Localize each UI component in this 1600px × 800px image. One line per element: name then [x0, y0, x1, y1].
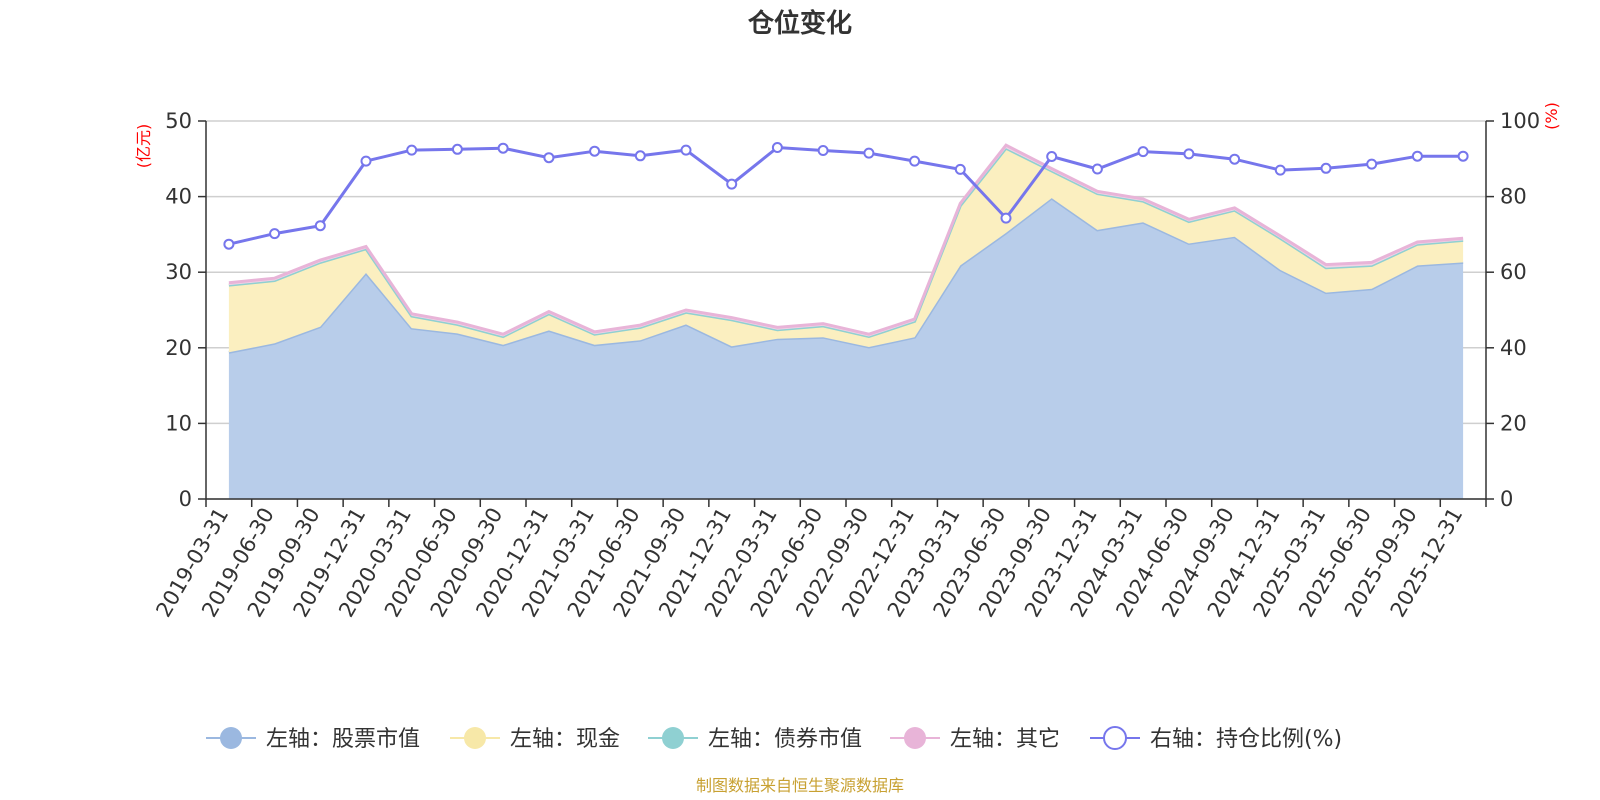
y-right-tick-label: 0 — [1500, 487, 1513, 511]
holding-ratio-series — [223, 142, 1469, 250]
y-right-tick-label: 20 — [1500, 411, 1527, 435]
ratio-point — [589, 145, 601, 157]
ratio-point — [1457, 150, 1469, 162]
legend-item-3[interactable]: 左轴：其它 — [890, 727, 1060, 752]
legend-item-0[interactable]: 左轴：股票市值 — [206, 727, 420, 752]
y-right-tick-label: 40 — [1500, 336, 1527, 360]
ratio-point — [817, 145, 829, 156]
ratio-point — [726, 178, 738, 190]
ratio-point — [543, 152, 555, 164]
legend-label: 右轴：持仓比例(%) — [1150, 727, 1342, 752]
ratio-point — [406, 144, 418, 156]
y-left-tick-label: 40 — [165, 185, 192, 209]
legend-item-2[interactable]: 左轴：债券市值 — [648, 727, 862, 752]
y-right-tick-label: 100 — [1500, 109, 1540, 133]
y-right-tick-label: 80 — [1500, 185, 1527, 209]
ratio-point — [680, 144, 692, 156]
y-left-axis-label: (亿元) — [134, 124, 153, 169]
legend-item-1[interactable]: 左轴：现金 — [450, 727, 620, 752]
legend-marker — [220, 727, 242, 749]
legend-label: 左轴：债券市值 — [708, 727, 862, 752]
legend-marker — [464, 727, 486, 749]
ratio-point — [634, 150, 646, 162]
y-left-tick-label: 50 — [165, 109, 192, 133]
legend-marker — [1103, 726, 1127, 750]
legend-marker — [904, 727, 926, 749]
ratio-point — [1320, 162, 1332, 174]
legend-item-4[interactable]: 右轴：持仓比例(%) — [1090, 726, 1342, 752]
ratio-point — [1366, 158, 1378, 170]
y-left-tick-label: 10 — [165, 411, 192, 435]
area-0 — [228, 198, 1464, 499]
area-line-2 — [228, 146, 1464, 339]
ratio-point — [1091, 163, 1103, 175]
ratio-point — [1137, 146, 1149, 158]
ratio-point — [771, 142, 783, 153]
ratio-point — [497, 142, 509, 154]
ratio-point — [360, 155, 372, 167]
ratio-point — [1274, 164, 1286, 176]
legend-label: 左轴：股票市值 — [266, 727, 420, 752]
data-source-note: 制图数据来自恒生聚源数据库 — [696, 776, 904, 795]
ratio-point — [954, 163, 966, 175]
ratio-point — [451, 143, 463, 155]
legend-label: 左轴：其它 — [950, 727, 1060, 752]
ratio-point — [1411, 150, 1423, 162]
ratio-point — [909, 155, 921, 167]
ratio-point — [1183, 148, 1195, 160]
stacked-areas — [228, 143, 1464, 499]
ratio-point — [1229, 153, 1241, 165]
y-left-tick-label: 0 — [179, 487, 192, 511]
ratio-point — [314, 220, 326, 232]
y-right-tick-label: 60 — [1500, 260, 1527, 284]
legend-label: 左轴：现金 — [510, 727, 620, 752]
chart-title: 仓位变化 — [747, 8, 852, 39]
ratio-point — [863, 147, 875, 159]
legend-marker — [662, 727, 684, 749]
y-left-tick-label: 30 — [165, 260, 192, 284]
legend: 左轴：股票市值 左轴：现金 左轴：债券市值 左轴：其它 右轴：持仓比例(%) — [206, 726, 1342, 752]
ratio-line-path — [228, 145, 1464, 246]
y-left-tick-label: 20 — [165, 336, 192, 360]
area-line-3 — [228, 143, 1464, 336]
ratio-point — [269, 228, 281, 240]
ratio-point — [1046, 151, 1058, 162]
y-right-axis-label: (%) — [1542, 102, 1561, 130]
ratio-point — [223, 238, 235, 250]
ratio-point — [1000, 212, 1012, 224]
